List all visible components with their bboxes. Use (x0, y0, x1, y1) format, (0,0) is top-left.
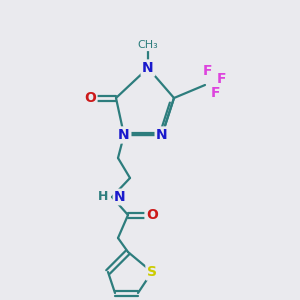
Text: N: N (118, 128, 130, 142)
Text: F: F (202, 64, 212, 78)
Text: N: N (114, 190, 126, 204)
Text: F: F (210, 86, 220, 100)
Text: O: O (84, 91, 96, 105)
Text: N: N (156, 128, 168, 142)
Text: N: N (142, 61, 154, 75)
Text: H: H (98, 190, 108, 203)
Text: S: S (147, 265, 157, 279)
Text: O: O (146, 208, 158, 222)
Text: CH₃: CH₃ (138, 40, 158, 50)
Text: F: F (216, 72, 226, 86)
